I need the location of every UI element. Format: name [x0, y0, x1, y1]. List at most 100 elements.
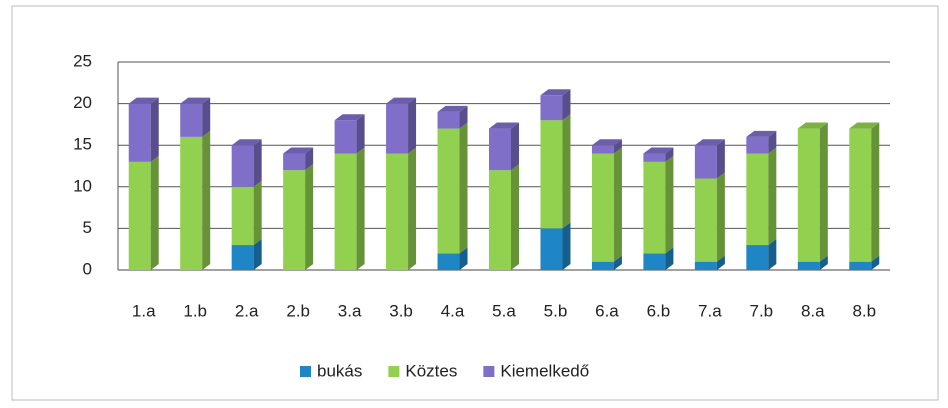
y-tick-label: 10 [73, 176, 92, 195]
bar-segment [231, 186, 254, 246]
x-tick-label: 7.a [698, 301, 722, 320]
bar-segment [797, 261, 820, 270]
bar-segment [386, 153, 409, 270]
bar-segment [231, 145, 254, 187]
bar-segment [643, 161, 666, 254]
y-tick-label: 25 [73, 51, 92, 70]
bar-side [613, 147, 622, 262]
legend-swatch [483, 366, 495, 377]
bar-side [562, 89, 571, 121]
bar-top [180, 97, 211, 104]
legend-label: Kiemelkedő [500, 361, 589, 380]
x-tick-label: 3.a [338, 301, 362, 320]
bar-side [562, 114, 571, 229]
bar-segment [849, 261, 872, 270]
bar-side [150, 155, 159, 270]
bar-segment [746, 245, 769, 270]
bar-side [253, 139, 262, 187]
bar-top [643, 147, 674, 154]
bar-side [511, 122, 519, 171]
bar-segment [797, 128, 820, 262]
bar-segment [694, 178, 717, 262]
x-tick-label: 1.a [132, 301, 156, 320]
bar-side [356, 114, 365, 154]
bar-side [408, 147, 417, 270]
x-tick-label: 3.b [389, 301, 413, 320]
bar-side [768, 147, 777, 246]
bar-side [459, 122, 468, 254]
bar-side [716, 139, 725, 179]
bar-segment [643, 153, 666, 162]
bar-side [511, 164, 519, 270]
bar-top [746, 130, 777, 137]
legend-swatch [300, 366, 311, 377]
bar-top [540, 89, 571, 96]
bar-segment [746, 136, 769, 154]
bar-side [871, 255, 880, 270]
bar-side [716, 255, 725, 270]
bar-top [489, 122, 519, 129]
bar-side [871, 122, 880, 262]
bar-segment [591, 153, 614, 262]
bar-top [283, 147, 314, 154]
bar-side [459, 105, 468, 129]
x-tick-label: 5.b [544, 301, 568, 320]
bar-segment [489, 170, 511, 270]
bar-segment [437, 111, 460, 129]
bar-side [202, 97, 211, 137]
bar-side [665, 155, 674, 254]
bar-segment [437, 128, 460, 254]
x-tick-label: 8.a [801, 301, 825, 320]
bar-side [305, 147, 314, 171]
bar-side [819, 255, 828, 270]
bar-segment [128, 103, 151, 162]
bar-segment [489, 128, 511, 171]
bar-top [694, 139, 725, 146]
x-tick-label: 7.b [750, 301, 774, 320]
y-tick-label: 5 [83, 218, 92, 237]
bar-top [437, 105, 468, 112]
x-tick-label: 6.a [595, 301, 619, 320]
bar-top [797, 122, 828, 129]
bar-segment [386, 103, 409, 154]
bar-side [665, 147, 674, 162]
x-tick-label: 8.b [852, 301, 876, 320]
bar-segment [540, 120, 563, 229]
bar-top [128, 97, 159, 104]
x-tick-label: 2.a [235, 301, 259, 320]
bar-segment [334, 153, 357, 270]
bar-segment [849, 128, 872, 262]
bar-side [459, 247, 468, 270]
bar-side [305, 164, 314, 270]
bar-segment [180, 103, 203, 137]
x-tick-label: 4.a [441, 301, 465, 320]
bar-side [768, 239, 777, 270]
bar-segment [231, 245, 254, 270]
bar-top [386, 97, 417, 104]
bar-top [231, 139, 262, 146]
legend-label: bukás [317, 361, 362, 380]
bar-segment [334, 120, 357, 154]
y-tick-label: 0 [83, 259, 92, 278]
bar-side [253, 239, 262, 270]
bar-side [613, 139, 622, 154]
x-tick-label: 5.a [492, 301, 516, 320]
bar-top [334, 114, 365, 121]
bar-side [408, 97, 417, 154]
x-tick-label: 1.b [183, 301, 207, 320]
bar-side [150, 97, 159, 162]
bar-segment [540, 95, 563, 121]
bar-side [768, 130, 777, 154]
bar-top [591, 139, 622, 146]
bar-top [849, 122, 880, 129]
chart-border [11, 5, 939, 401]
bar-segment [283, 170, 306, 270]
bar-segment [437, 253, 460, 270]
bar-side [202, 130, 211, 270]
bar-side [665, 247, 674, 270]
bar-segment [591, 145, 614, 154]
bar-segment [643, 253, 666, 270]
legend-label: Köztes [405, 361, 457, 380]
bar-side [562, 222, 571, 270]
bar-segment [694, 145, 717, 179]
